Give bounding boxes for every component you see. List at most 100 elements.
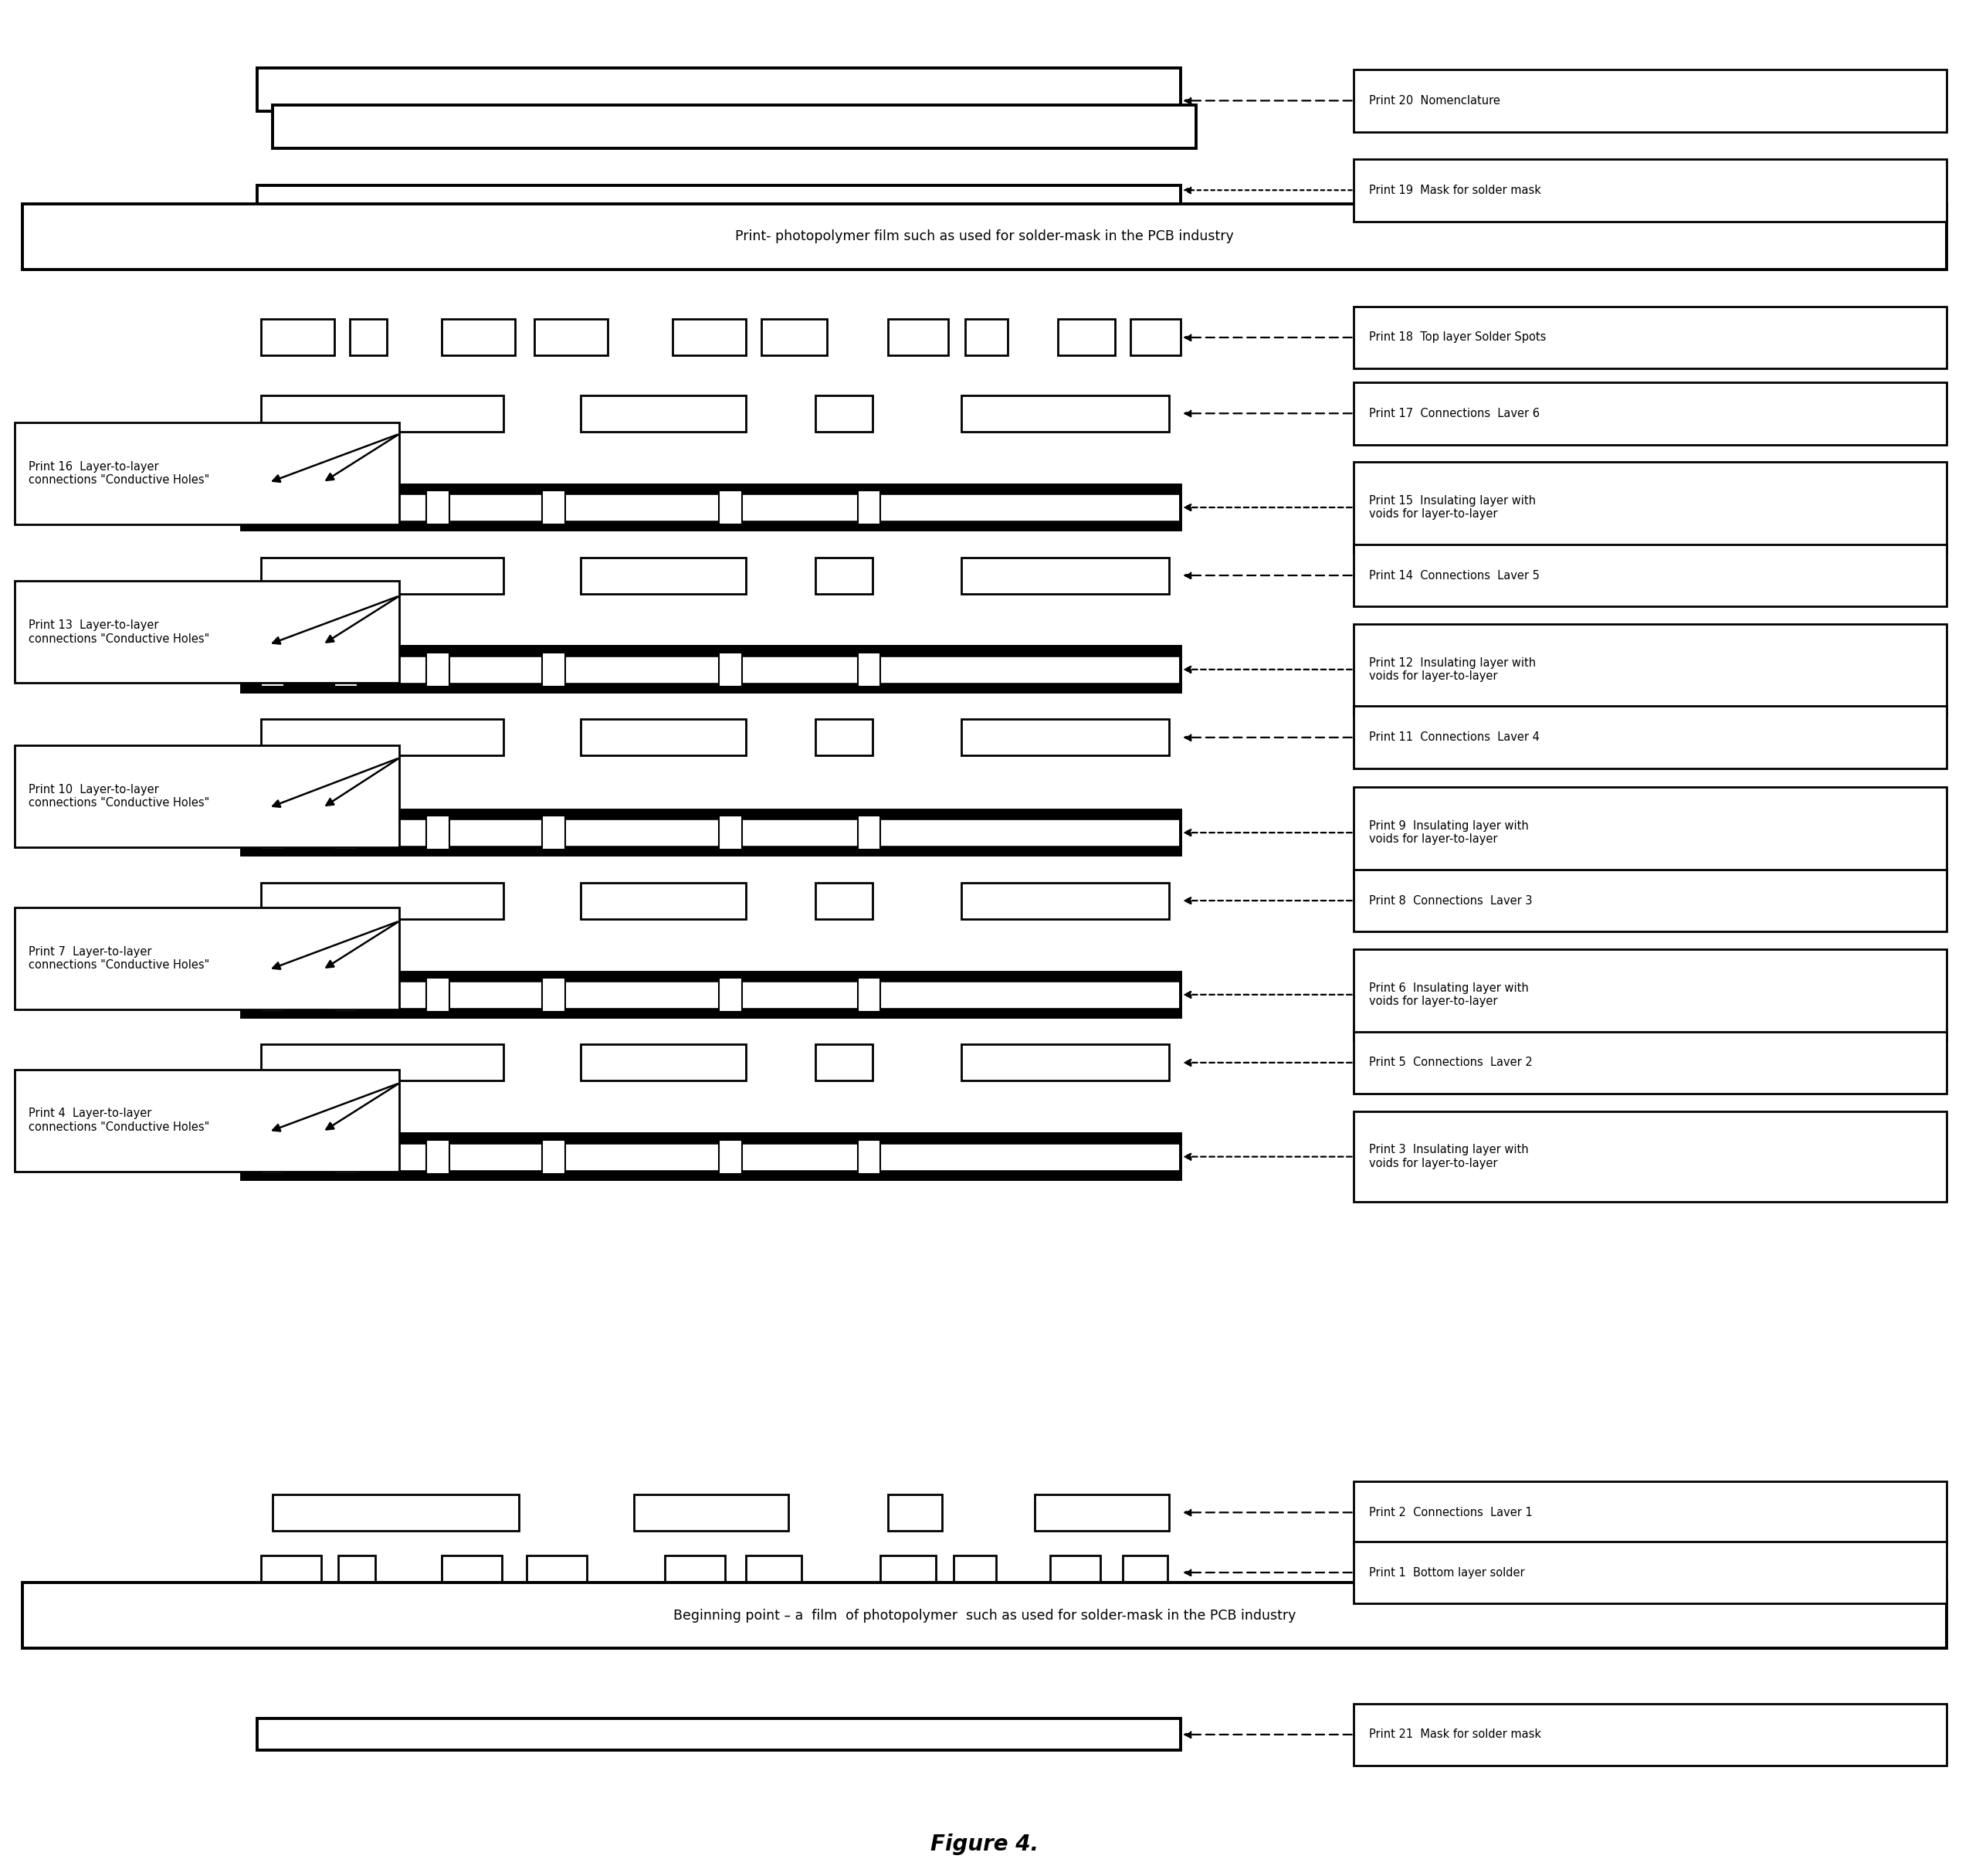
- FancyBboxPatch shape: [961, 719, 1170, 756]
- FancyBboxPatch shape: [581, 882, 746, 919]
- FancyBboxPatch shape: [719, 1141, 742, 1174]
- FancyBboxPatch shape: [1034, 1495, 1170, 1531]
- FancyBboxPatch shape: [1355, 461, 1947, 553]
- FancyBboxPatch shape: [1355, 306, 1947, 368]
- FancyBboxPatch shape: [719, 816, 742, 850]
- FancyBboxPatch shape: [581, 396, 746, 431]
- Text: Print 15  Insulating layer with
voids for layer-to-layer: Print 15 Insulating layer with voids for…: [1368, 495, 1536, 520]
- FancyBboxPatch shape: [14, 745, 400, 848]
- FancyBboxPatch shape: [961, 1045, 1170, 1081]
- FancyBboxPatch shape: [888, 319, 949, 356]
- FancyBboxPatch shape: [262, 653, 284, 687]
- FancyBboxPatch shape: [581, 1045, 746, 1081]
- FancyBboxPatch shape: [335, 1141, 356, 1174]
- FancyBboxPatch shape: [1355, 788, 1947, 878]
- FancyBboxPatch shape: [14, 582, 400, 683]
- FancyBboxPatch shape: [14, 422, 400, 525]
- Text: Print 6  Insulating layer with
voids for layer-to-layer: Print 6 Insulating layer with voids for …: [1368, 983, 1530, 1007]
- Text: Print 5  Connections  Laver 2: Print 5 Connections Laver 2: [1368, 1056, 1532, 1069]
- FancyBboxPatch shape: [427, 490, 449, 525]
- FancyBboxPatch shape: [581, 719, 746, 756]
- FancyBboxPatch shape: [262, 1555, 321, 1589]
- FancyBboxPatch shape: [427, 653, 449, 687]
- FancyBboxPatch shape: [350, 319, 386, 356]
- FancyBboxPatch shape: [1355, 159, 1947, 221]
- FancyBboxPatch shape: [953, 1555, 996, 1589]
- FancyBboxPatch shape: [762, 319, 827, 356]
- FancyBboxPatch shape: [1355, 1032, 1947, 1094]
- FancyBboxPatch shape: [427, 1141, 449, 1174]
- FancyBboxPatch shape: [1355, 1111, 1947, 1203]
- FancyBboxPatch shape: [1049, 1555, 1101, 1589]
- FancyBboxPatch shape: [666, 1555, 725, 1589]
- Text: Print 12  Insulating layer with
voids for layer-to-layer: Print 12 Insulating layer with voids for…: [1368, 657, 1536, 683]
- FancyBboxPatch shape: [258, 1718, 1181, 1750]
- FancyBboxPatch shape: [14, 1069, 400, 1171]
- FancyBboxPatch shape: [719, 490, 742, 525]
- Text: Print 11  Connections  Laver 4: Print 11 Connections Laver 4: [1368, 732, 1540, 743]
- FancyBboxPatch shape: [262, 977, 284, 1011]
- FancyBboxPatch shape: [541, 977, 565, 1011]
- FancyBboxPatch shape: [541, 653, 565, 687]
- Text: Print 4  Layer-to-layer
connections "Conductive Holes": Print 4 Layer-to-layer connections "Cond…: [30, 1109, 209, 1133]
- FancyBboxPatch shape: [1355, 949, 1947, 1039]
- FancyBboxPatch shape: [888, 1495, 943, 1531]
- Text: Print 2  Connections  Laver 1: Print 2 Connections Laver 1: [1368, 1506, 1532, 1518]
- FancyBboxPatch shape: [1355, 869, 1947, 932]
- FancyBboxPatch shape: [335, 490, 356, 525]
- FancyBboxPatch shape: [262, 816, 284, 850]
- FancyBboxPatch shape: [262, 1045, 504, 1081]
- FancyBboxPatch shape: [427, 816, 449, 850]
- FancyBboxPatch shape: [534, 319, 606, 356]
- FancyBboxPatch shape: [262, 719, 504, 756]
- FancyBboxPatch shape: [258, 186, 1181, 214]
- FancyBboxPatch shape: [1122, 1555, 1168, 1589]
- FancyBboxPatch shape: [815, 396, 872, 431]
- FancyBboxPatch shape: [1355, 383, 1947, 445]
- FancyBboxPatch shape: [541, 1141, 565, 1174]
- FancyBboxPatch shape: [815, 557, 872, 593]
- FancyBboxPatch shape: [441, 1555, 502, 1589]
- FancyBboxPatch shape: [858, 490, 880, 525]
- FancyBboxPatch shape: [272, 105, 1195, 148]
- FancyBboxPatch shape: [965, 319, 1008, 356]
- FancyBboxPatch shape: [335, 977, 356, 1011]
- Text: Print 9  Insulating layer with
voids for layer-to-layer: Print 9 Insulating layer with voids for …: [1368, 820, 1530, 844]
- Text: Figure 4.: Figure 4.: [931, 1833, 1038, 1855]
- FancyBboxPatch shape: [719, 653, 742, 687]
- FancyBboxPatch shape: [339, 1555, 374, 1589]
- FancyBboxPatch shape: [262, 557, 504, 593]
- FancyBboxPatch shape: [1355, 69, 1947, 131]
- Text: Print 7  Layer-to-layer
connections "Conductive Holes": Print 7 Layer-to-layer connections "Cond…: [30, 946, 209, 972]
- FancyBboxPatch shape: [634, 1495, 788, 1531]
- FancyBboxPatch shape: [1355, 1703, 1947, 1765]
- Text: Print 18  Top layer Solder Spots: Print 18 Top layer Solder Spots: [1368, 332, 1546, 343]
- FancyBboxPatch shape: [719, 977, 742, 1011]
- Text: Print 10  Layer-to-layer
connections "Conductive Holes": Print 10 Layer-to-layer connections "Con…: [30, 784, 209, 809]
- FancyBboxPatch shape: [262, 396, 504, 431]
- FancyBboxPatch shape: [581, 557, 746, 593]
- FancyBboxPatch shape: [815, 719, 872, 756]
- FancyBboxPatch shape: [746, 1555, 801, 1589]
- FancyBboxPatch shape: [272, 1495, 520, 1531]
- FancyBboxPatch shape: [858, 977, 880, 1011]
- Text: Print 16  Layer-to-layer
connections "Conductive Holes": Print 16 Layer-to-layer connections "Con…: [30, 461, 209, 486]
- FancyBboxPatch shape: [526, 1555, 587, 1589]
- Text: Print 20  Nomenclature: Print 20 Nomenclature: [1368, 96, 1500, 107]
- FancyBboxPatch shape: [1355, 1542, 1947, 1604]
- FancyBboxPatch shape: [262, 490, 284, 525]
- FancyBboxPatch shape: [673, 319, 746, 356]
- Text: Print- photopolymer film such as used for solder-mask in the PCB industry: Print- photopolymer film such as used fo…: [734, 229, 1235, 244]
- Text: Print 13  Layer-to-layer
connections "Conductive Holes": Print 13 Layer-to-layer connections "Con…: [30, 619, 209, 645]
- FancyBboxPatch shape: [815, 882, 872, 919]
- FancyBboxPatch shape: [14, 908, 400, 1009]
- FancyBboxPatch shape: [815, 1045, 872, 1081]
- Text: Print 17  Connections  Laver 6: Print 17 Connections Laver 6: [1368, 407, 1540, 418]
- FancyBboxPatch shape: [880, 1555, 935, 1589]
- FancyBboxPatch shape: [1355, 544, 1947, 606]
- FancyBboxPatch shape: [441, 319, 516, 356]
- Text: Print 1  Bottom layer solder: Print 1 Bottom layer solder: [1368, 1566, 1526, 1578]
- FancyBboxPatch shape: [335, 816, 356, 850]
- Text: Print 21  Mask for solder mask: Print 21 Mask for solder mask: [1368, 1730, 1542, 1741]
- FancyBboxPatch shape: [1355, 1482, 1947, 1544]
